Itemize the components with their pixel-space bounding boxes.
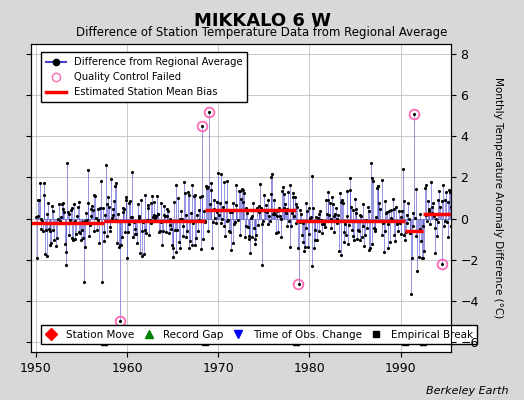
Y-axis label: Monthly Temperature Anomaly Difference (°C): Monthly Temperature Anomaly Difference (… [493, 77, 503, 319]
Text: Berkeley Earth: Berkeley Earth [426, 386, 508, 396]
Legend: Station Move, Record Gap, Time of Obs. Change, Empirical Break: Station Move, Record Gap, Time of Obs. C… [41, 325, 477, 344]
Text: Difference of Station Temperature Data from Regional Average: Difference of Station Temperature Data f… [77, 26, 447, 39]
Text: MIKKALO 6 W: MIKKALO 6 W [193, 12, 331, 30]
